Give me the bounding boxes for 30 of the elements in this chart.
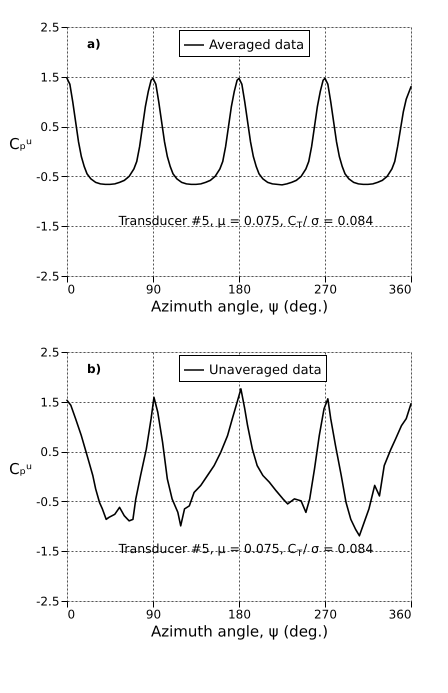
x-tick-label: 180: [228, 608, 251, 622]
x-tick-label: 360: [388, 282, 412, 296]
y-tick-label: -0.5: [36, 170, 60, 184]
x-tick-label: 180: [228, 282, 251, 296]
x-tick-label: 270: [314, 282, 337, 296]
y-axis-title: Cₚᵘ: [9, 460, 32, 478]
x-tick-label: 0: [68, 608, 76, 622]
y-tick-label: -1.5: [36, 220, 60, 234]
annotation: a): [87, 37, 101, 51]
y-tick-label: -2.5: [36, 594, 60, 608]
y-tick-label: 2.5: [40, 20, 60, 34]
y-tick-label: -2.5: [36, 270, 60, 284]
annotation: b): [87, 362, 102, 376]
x-axis-title: Azimuth angle, ψ (deg.): [150, 622, 328, 640]
legend-label: Unaveraged data: [209, 363, 322, 378]
x-axis-title: Azimuth angle, ψ (deg.): [150, 298, 328, 316]
x-tick-label: 90: [146, 608, 162, 622]
y-tick-label: -0.5: [36, 494, 60, 509]
y-tick-label: 0.5: [40, 120, 60, 134]
y-tick-label: 2.5: [40, 346, 60, 360]
y-tick-label: 1.5: [40, 395, 60, 410]
x-tick-label: 270: [314, 608, 337, 622]
y-tick-label: 1.5: [40, 70, 60, 84]
x-tick-label: 0: [68, 282, 76, 296]
legend-label: Averaged data: [209, 38, 304, 53]
y-tick-label: 0.5: [40, 445, 60, 460]
y-tick-label: -1.5: [36, 544, 60, 559]
y-axis-title: Cₚᵘ: [9, 135, 32, 153]
x-tick-label: 90: [146, 282, 162, 296]
x-tick-label: 360: [388, 608, 412, 622]
